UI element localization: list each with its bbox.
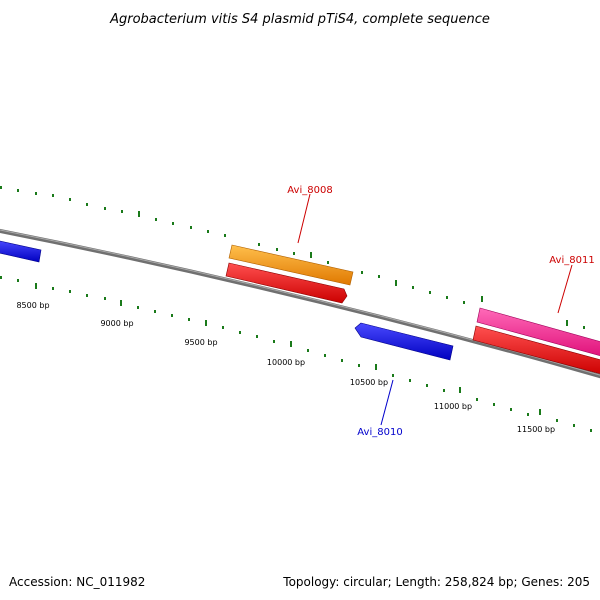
gene-label-avi-8008: Avi_8008 [287, 185, 332, 196]
plasmid-backbone [0, 228, 600, 379]
gene-label-avi-8010: Avi_8010 [357, 427, 402, 438]
accession-text: Accession: NC_011982 [9, 575, 145, 589]
gene-arrow-red-1[interactable] [225, 262, 348, 304]
gene-arrow-avi-8011[interactable] [476, 307, 600, 357]
gene-arrow-avi-8010[interactable] [354, 322, 454, 361]
scale-label-10500: 10500 bp [350, 378, 388, 387]
scale-label-9000: 9000 bp [100, 319, 133, 328]
scale-label-9500: 9500 bp [184, 338, 217, 347]
plasmid-backbone-highlight [0, 229, 600, 376]
avi-8010-leader [380, 379, 394, 426]
avi-8011-leader [557, 264, 573, 314]
outer-tick-marks [0, 186, 585, 329]
scale-label-11500: 11500 bp [517, 425, 555, 434]
scale-label-10000: 10000 bp [267, 358, 305, 367]
scale-label-8500: 8500 bp [16, 301, 49, 310]
gene-arrow-avi-8008[interactable] [228, 244, 354, 286]
map-title: Agrobacterium vitis S4 plasmid pTiS4, co… [109, 12, 490, 27]
gene-arrow-red-2[interactable] [472, 325, 600, 375]
gene-arrow-blue-left[interactable] [0, 240, 42, 263]
gene-label-avi-8011: Avi_8011 [549, 255, 594, 266]
avi-8008-leader [297, 193, 311, 244]
inner-tick-marks [0, 276, 592, 432]
scale-label-11000: 11000 bp [434, 402, 472, 411]
topology-summary-text: Topology: circular; Length: 258,824 bp; … [282, 575, 590, 589]
